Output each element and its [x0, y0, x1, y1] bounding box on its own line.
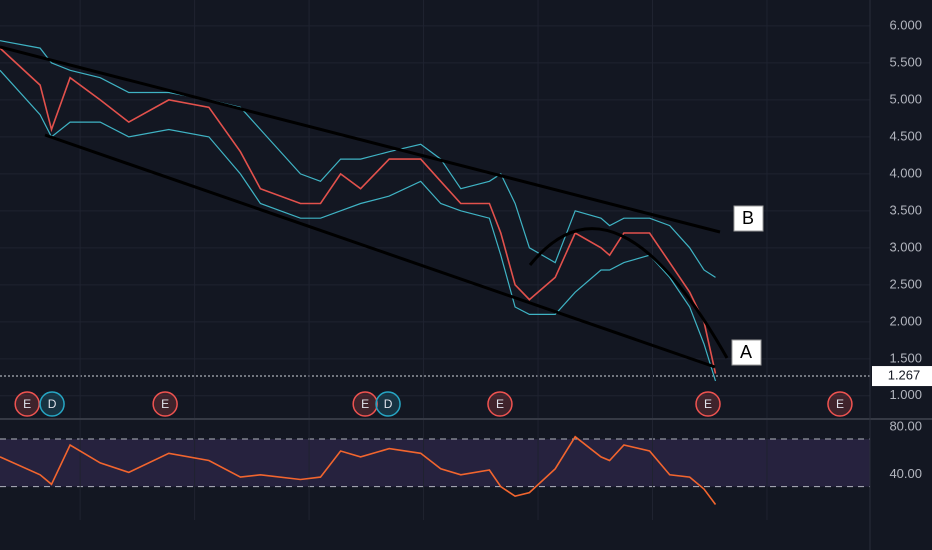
arc: [528, 227, 729, 359]
y-tick-label: 3.000: [889, 239, 922, 254]
y-tick-label: 4.000: [889, 165, 922, 180]
trend-line: [44, 133, 716, 369]
event-marker: [39, 391, 65, 417]
annotation: A: [740, 342, 752, 362]
drawings: B A: [0, 45, 764, 369]
y-tick-label: 5.500: [889, 54, 922, 69]
y-tick-label: 5.000: [889, 91, 922, 106]
event-marker: [14, 391, 40, 417]
y-tick-label: 1.500: [889, 350, 922, 365]
event-label: E: [161, 397, 169, 411]
y-tick-label: 40.00: [889, 466, 922, 481]
event-label: E: [361, 397, 369, 411]
series-line: [0, 69, 717, 382]
y-tick-label: 3.500: [889, 202, 922, 217]
level-band: [0, 439, 870, 487]
series-line: [0, 40, 716, 278]
y-tick-label: 80.00: [889, 419, 922, 434]
event-marker: [827, 391, 853, 417]
y-tick-label: 4.500: [889, 128, 922, 143]
event-label: E: [496, 397, 504, 411]
y-tick-label: 6.000: [889, 17, 922, 32]
event-label: E: [704, 397, 712, 411]
event-marker: [375, 391, 401, 417]
annotation: B: [742, 208, 754, 228]
y-tick-label: 2.000: [889, 313, 922, 328]
y-tick-label: 2.500: [889, 276, 922, 291]
event-label: E: [836, 397, 844, 411]
event-label: D: [48, 397, 57, 411]
last-price-box: [872, 366, 932, 387]
event-label: E: [23, 397, 31, 411]
plot-area: EDEEDEEEMaySep2019MaySep2020MaySep: [0, 40, 853, 505]
trend-line: [0, 45, 721, 234]
event-marker: [695, 391, 721, 417]
event-marker: [152, 391, 178, 417]
event-marker: [487, 391, 513, 417]
grid: [0, 0, 870, 520]
last-price-label: 1.267: [888, 367, 921, 382]
annotation-box: [733, 205, 764, 232]
annotation-box: [731, 339, 762, 366]
event-label: D: [384, 397, 393, 411]
series-line: [0, 435, 717, 505]
event-marker: [352, 391, 378, 417]
y-tick-label: 1.000: [889, 387, 922, 402]
axes: 6.000 5.500 5.000 4.500 4.000 3.500 3.000 2.500…: [872, 17, 932, 481]
